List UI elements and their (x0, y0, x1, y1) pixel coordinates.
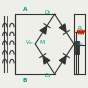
Text: $D_1$: $D_1$ (44, 71, 52, 80)
Text: A: A (23, 7, 27, 12)
Text: $D_2$: $D_2$ (44, 8, 52, 17)
Text: $V_m$: $V_m$ (25, 38, 34, 47)
Text: B: B (23, 78, 27, 83)
Polygon shape (59, 24, 66, 32)
Text: M: M (39, 40, 44, 45)
Text: $R_L$: $R_L$ (77, 24, 84, 33)
Polygon shape (43, 56, 50, 64)
Polygon shape (59, 56, 66, 64)
Text: $V_{dc}$: $V_{dc}$ (76, 40, 85, 48)
Polygon shape (40, 26, 47, 34)
